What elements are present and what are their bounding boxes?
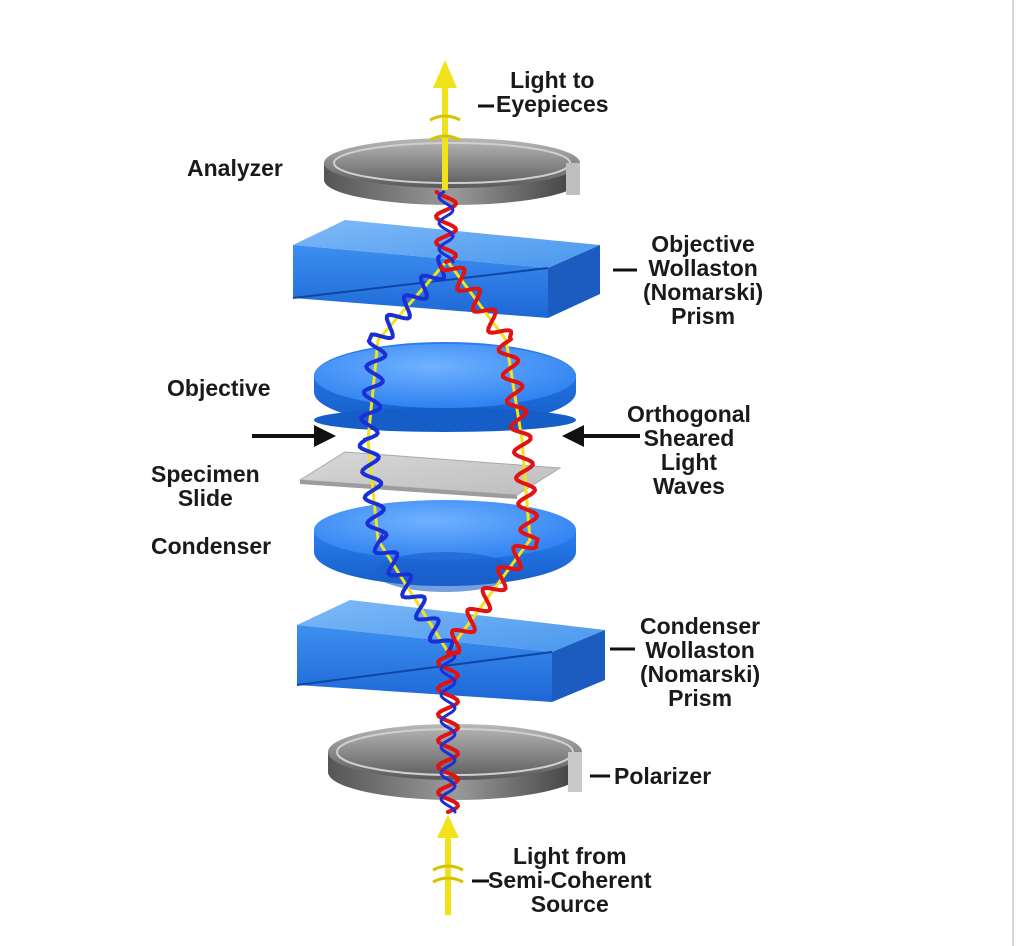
label-condenser: Condenser [151,533,272,559]
sheared-light-waves [357,190,540,814]
label-analyzer: Analyzer [187,155,283,181]
orthogonal-waves-arrow-right [562,425,640,447]
eyepiece-light-beam [429,60,461,190]
label-objective-wollaston-prism: Objective Wollaston (Nomarski) Prism [643,231,764,329]
label-orthogonal-sheared-light-waves: Orthogonal Sheared Light Waves [627,401,751,499]
label-condenser-wollaston-prism: Condenser Wollaston (Nomarski) Prism [640,613,761,711]
objective-lens [314,342,576,432]
specimen-slide [298,451,562,499]
label-light-to-eyepieces: Light to Eyepieces [496,67,609,117]
label-light-from-semi-coherent-source: Light from Semi-Coherent Source [488,843,652,917]
label-specimen-slide: Specimen Slide [151,461,260,511]
label-objective: Objective [167,375,271,401]
condenser-wollaston-prism [296,600,605,702]
leader-lines [472,104,637,883]
orthogonal-waves-arrow-left [252,425,336,447]
label-polarizer: Polarizer [614,763,712,789]
source-light-beam [432,815,464,915]
analyzer-disc [324,138,580,205]
right-frame-border [1012,0,1014,946]
